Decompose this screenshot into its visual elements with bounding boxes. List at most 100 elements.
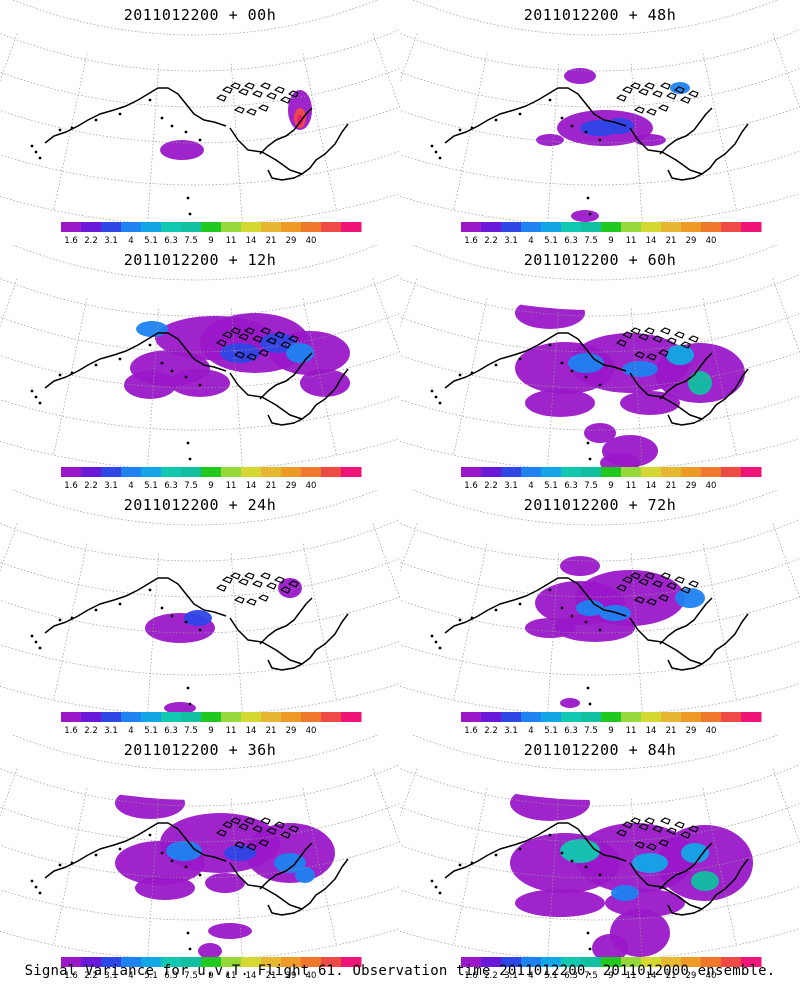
- colorbar-swatch: [621, 957, 642, 967]
- colorbar-tick-label: 2.2: [484, 236, 498, 245]
- colorbar-tick-label: 11: [626, 481, 637, 490]
- colorbar: 1.6 2.2 3.1 4 5.1 6.3 7.5 9 11 14 21 29 40: [461, 957, 762, 980]
- colorbar-swatch: [61, 222, 82, 232]
- figure-caption: Signal Variance for u,v,T. Flight 61. Ob…: [24, 963, 776, 979]
- panel-title: 2011012200 + 00h: [123, 6, 277, 24]
- variance-field: [124, 313, 350, 399]
- forecast-panel: 2011012200 + 12h 1.6 2.2 3.1 4 5.1 6.3 7.5 9 11 14…: [0, 245, 400, 490]
- colorbar-swatch: [61, 467, 82, 477]
- forecast-panel: 2011012200 + 72h 1.6 2.2 3.1 4 5.1 6.3 7.5 9 11 14…: [400, 490, 800, 735]
- panel-title: 2011012200 + 84h: [523, 741, 677, 759]
- colorbar-swatch: [721, 957, 742, 967]
- colorbar-tick-label: 6.3: [164, 236, 178, 245]
- colorbar-swatch: [461, 957, 482, 967]
- colorbar-swatch: [261, 467, 282, 477]
- variance-field: [145, 578, 302, 714]
- graticule: [0, 245, 400, 471]
- forecast-map: [0, 0, 400, 228]
- forecast-panel: 2011012200 + 00h 1.6 2.2 3.1 4 5.1 6.3 7.5 9 11 14…: [0, 0, 400, 245]
- colorbar-tick-label: 1.6: [64, 481, 78, 490]
- colorbar-swatch: [581, 467, 602, 477]
- colorbar-swatch: [161, 222, 182, 232]
- colorbar-swatch: [201, 222, 222, 232]
- colorbar-swatch: [461, 222, 482, 232]
- colorbar-swatch: [601, 957, 622, 967]
- colorbar-swatch: [81, 222, 102, 232]
- colorbar-tick-label: 6.3: [164, 726, 178, 735]
- colorbar-tick-label: 40: [306, 236, 317, 245]
- colorbar: 1.6 2.2 3.1 4 5.1 6.3 7.5 9 11 14 21 29 40: [461, 467, 762, 490]
- colorbar-tick-label: 29: [286, 726, 297, 735]
- colorbar-tick-label: 40: [706, 481, 717, 490]
- colorbar-swatch: [561, 467, 582, 477]
- variance-contour: [681, 843, 709, 863]
- colorbar-tick-label: 6.3: [564, 481, 578, 490]
- variance-contour: [536, 134, 564, 146]
- colorbar-tick-label: 4: [528, 971, 533, 980]
- colorbar-tick-label: 2.2: [84, 971, 98, 980]
- colorbar: 1.6 2.2 3.1 4 5.1 6.3 7.5 9 11 14 21 29 40: [61, 222, 362, 245]
- panel-title: 2011012200 + 36h: [123, 741, 277, 759]
- forecast-map: [400, 490, 800, 718]
- colorbar-swatch: [581, 712, 602, 722]
- variance-field: [536, 68, 690, 222]
- colorbar-swatch: [721, 467, 742, 477]
- colorbar-tick-label: 7.5: [584, 726, 598, 735]
- colorbar-swatch: [601, 222, 622, 232]
- colorbar-tick-label: 14: [646, 481, 657, 490]
- variance-contour: [571, 210, 599, 222]
- forecast-map: [0, 735, 400, 963]
- colorbar-swatch: [621, 222, 642, 232]
- colorbar-swatch: [161, 957, 182, 967]
- variance-contour: [124, 371, 176, 399]
- colorbar-tick-label: 7.5: [184, 971, 198, 980]
- colorbar-tick-label: 7.5: [184, 236, 198, 245]
- colorbar-swatch: [161, 467, 182, 477]
- variance-contour: [560, 556, 600, 576]
- colorbar-swatch: [561, 222, 582, 232]
- colorbar-tick-label: 6.3: [564, 236, 578, 245]
- colorbar-swatch: [181, 467, 202, 477]
- variance-contour: [278, 578, 302, 598]
- colorbar-swatch: [81, 712, 102, 722]
- coastline: [430, 327, 749, 473]
- colorbar-tick-label: 1.6: [464, 726, 478, 735]
- colorbar-tick-label: 21: [266, 726, 277, 735]
- coastline: [30, 82, 349, 228]
- colorbar-swatch: [721, 222, 742, 232]
- variance-contour: [135, 876, 195, 900]
- colorbar-swatch: [661, 712, 682, 722]
- colorbar-swatch: [721, 712, 742, 722]
- colorbar-tick-label: 5.1: [144, 236, 158, 245]
- colorbar-swatch: [621, 467, 642, 477]
- colorbar-swatch: [521, 467, 542, 477]
- colorbar-tick-label: 3.1: [104, 481, 118, 490]
- colorbar: 1.6 2.2 3.1 4 5.1 6.3 7.5 9 11 14 21 29 40: [61, 467, 362, 490]
- coastline: [30, 327, 349, 473]
- colorbar-swatch: [181, 957, 202, 967]
- colorbar-tick-label: 9: [608, 481, 613, 490]
- colorbar-swatch: [681, 467, 702, 477]
- colorbar-swatch: [641, 957, 662, 967]
- colorbar-tick-label: 5.1: [144, 726, 158, 735]
- variance-contour: [198, 943, 222, 959]
- variance-contour: [584, 423, 616, 443]
- colorbar-swatch: [521, 957, 542, 967]
- colorbar-tick-label: 11: [626, 236, 637, 245]
- colorbar-swatch: [481, 712, 502, 722]
- variance-contour: [166, 841, 202, 861]
- colorbar-swatch: [661, 957, 682, 967]
- colorbar-swatch: [281, 712, 302, 722]
- colorbar-tick-label: 1.6: [64, 971, 78, 980]
- colorbar-tick-label: 6.3: [564, 971, 578, 980]
- colorbar-tick-label: 1.6: [464, 481, 478, 490]
- colorbar-tick-label: 4: [128, 481, 133, 490]
- colorbar-swatch: [241, 957, 262, 967]
- colorbar-tick-label: 7.5: [584, 971, 598, 980]
- colorbar-tick-label: 29: [286, 236, 297, 245]
- colorbar-tick-label: 2.2: [84, 236, 98, 245]
- colorbar-tick-label: 14: [246, 236, 257, 245]
- colorbar-tick-label: 2.2: [484, 971, 498, 980]
- colorbar-swatch: [561, 957, 582, 967]
- colorbar-tick-label: 40: [306, 481, 317, 490]
